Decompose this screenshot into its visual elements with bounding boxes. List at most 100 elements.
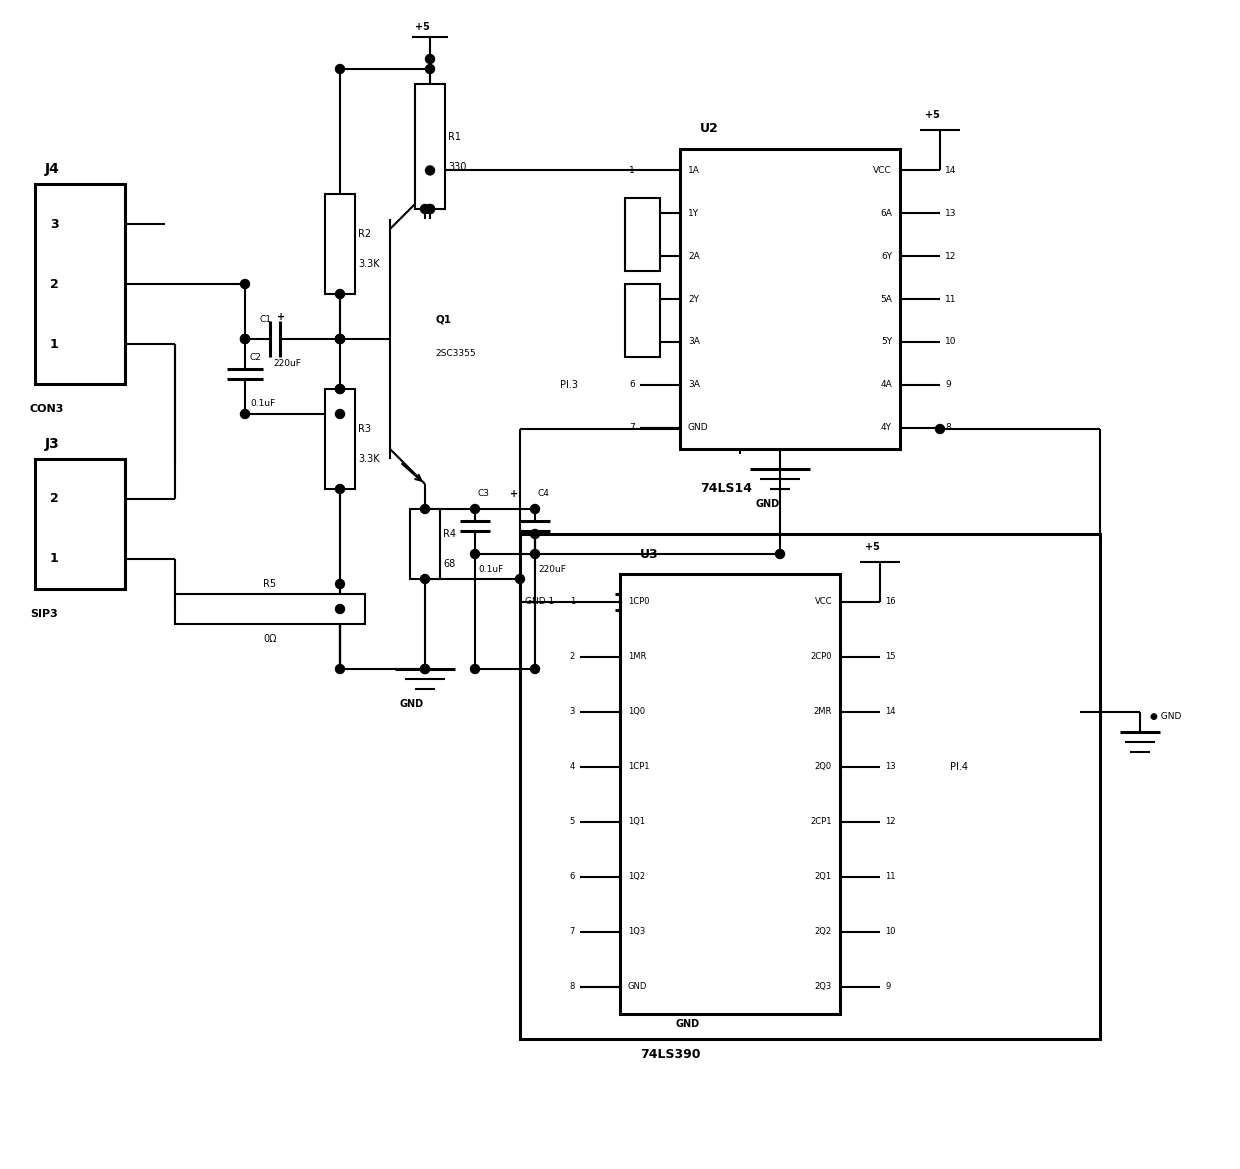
Text: 5: 5 xyxy=(569,817,575,826)
Text: C3: C3 xyxy=(477,490,490,498)
Text: +5: +5 xyxy=(415,22,430,32)
Text: 2: 2 xyxy=(50,277,58,291)
Circle shape xyxy=(531,530,539,539)
Text: 1Q3: 1Q3 xyxy=(627,927,645,936)
Text: VCC: VCC xyxy=(873,166,892,175)
Text: 4: 4 xyxy=(569,762,575,772)
Text: 2: 2 xyxy=(630,209,635,217)
Circle shape xyxy=(336,580,345,588)
Text: 13: 13 xyxy=(945,209,956,217)
Text: 6: 6 xyxy=(629,380,635,389)
Text: 1: 1 xyxy=(50,338,58,351)
Text: R5: R5 xyxy=(263,579,277,589)
Text: 2MR: 2MR xyxy=(813,707,832,715)
Text: 4Y: 4Y xyxy=(880,423,892,433)
Text: 9: 9 xyxy=(885,982,890,991)
Circle shape xyxy=(425,166,434,175)
Text: 6: 6 xyxy=(569,872,575,881)
Text: 2SC3355: 2SC3355 xyxy=(435,350,476,359)
Text: J4: J4 xyxy=(45,162,60,177)
Text: 7: 7 xyxy=(569,927,575,936)
Text: C1: C1 xyxy=(260,314,272,324)
Circle shape xyxy=(425,205,434,214)
Bar xyxy=(625,199,660,271)
Circle shape xyxy=(420,664,429,673)
Circle shape xyxy=(336,484,345,493)
Text: 2Y: 2Y xyxy=(688,295,699,304)
Text: 6A: 6A xyxy=(880,209,892,217)
Text: 5: 5 xyxy=(629,338,635,346)
Bar xyxy=(175,594,365,624)
Text: 3: 3 xyxy=(629,251,635,261)
Bar xyxy=(620,574,839,1014)
Text: 1: 1 xyxy=(50,553,58,566)
Text: J3: J3 xyxy=(45,437,60,451)
Circle shape xyxy=(775,549,785,559)
Text: 2: 2 xyxy=(50,492,58,505)
Circle shape xyxy=(420,205,429,214)
Text: 15: 15 xyxy=(885,652,895,660)
Circle shape xyxy=(425,64,434,74)
Bar xyxy=(325,389,355,489)
Text: R4: R4 xyxy=(443,530,456,539)
Circle shape xyxy=(241,409,249,419)
Text: 1MR: 1MR xyxy=(627,652,646,660)
Circle shape xyxy=(470,505,480,513)
Circle shape xyxy=(935,424,945,434)
Bar xyxy=(625,284,660,357)
Text: 330: 330 xyxy=(448,161,466,172)
Circle shape xyxy=(336,385,345,394)
Bar xyxy=(520,534,1100,1039)
Text: 5A: 5A xyxy=(880,295,892,304)
Text: 11: 11 xyxy=(945,295,956,304)
Text: 8: 8 xyxy=(945,423,951,433)
Text: 3.3K: 3.3K xyxy=(358,454,379,464)
Circle shape xyxy=(336,385,345,394)
Text: 1Q0: 1Q0 xyxy=(627,707,645,715)
Text: 9: 9 xyxy=(945,380,951,389)
Text: Q1: Q1 xyxy=(435,314,451,324)
Text: 3A: 3A xyxy=(688,338,699,346)
Text: 2Q2: 2Q2 xyxy=(815,927,832,936)
Text: PI.4: PI.4 xyxy=(950,761,968,772)
Text: 16: 16 xyxy=(885,597,895,606)
Circle shape xyxy=(241,334,249,344)
Circle shape xyxy=(470,664,480,673)
Text: 6Y: 6Y xyxy=(880,251,892,261)
Circle shape xyxy=(516,574,525,583)
Text: 4: 4 xyxy=(630,295,635,304)
Text: 74LS14: 74LS14 xyxy=(701,483,751,496)
Circle shape xyxy=(531,549,539,559)
Circle shape xyxy=(336,334,345,344)
Circle shape xyxy=(420,574,429,583)
Circle shape xyxy=(531,505,539,513)
Circle shape xyxy=(425,205,434,214)
Text: 1: 1 xyxy=(569,597,575,606)
Text: 0.1uF: 0.1uF xyxy=(250,400,275,408)
Text: GND: GND xyxy=(755,499,779,509)
Circle shape xyxy=(336,604,345,614)
Circle shape xyxy=(241,279,249,289)
Text: 2: 2 xyxy=(569,652,575,660)
Text: 13: 13 xyxy=(885,762,895,772)
Text: 8: 8 xyxy=(569,982,575,991)
Text: R2: R2 xyxy=(358,229,371,238)
Text: CON3: CON3 xyxy=(30,404,64,414)
Text: 68: 68 xyxy=(443,559,455,569)
Text: GND: GND xyxy=(627,982,647,991)
Text: 14: 14 xyxy=(885,707,895,715)
Text: 1Q2: 1Q2 xyxy=(627,872,645,881)
Text: R1: R1 xyxy=(448,131,461,141)
Text: 1CP1: 1CP1 xyxy=(627,762,650,772)
Circle shape xyxy=(336,334,345,344)
Text: 14: 14 xyxy=(945,166,956,175)
Text: 2Q3: 2Q3 xyxy=(815,982,832,991)
Text: +5: +5 xyxy=(866,541,880,552)
Text: 1A: 1A xyxy=(688,166,699,175)
Bar xyxy=(35,184,125,383)
Text: 12: 12 xyxy=(945,251,956,261)
Text: ● GND: ● GND xyxy=(1149,712,1182,721)
Text: +: + xyxy=(510,489,518,499)
Text: 10: 10 xyxy=(945,338,956,346)
Text: SIP3: SIP3 xyxy=(30,609,58,620)
